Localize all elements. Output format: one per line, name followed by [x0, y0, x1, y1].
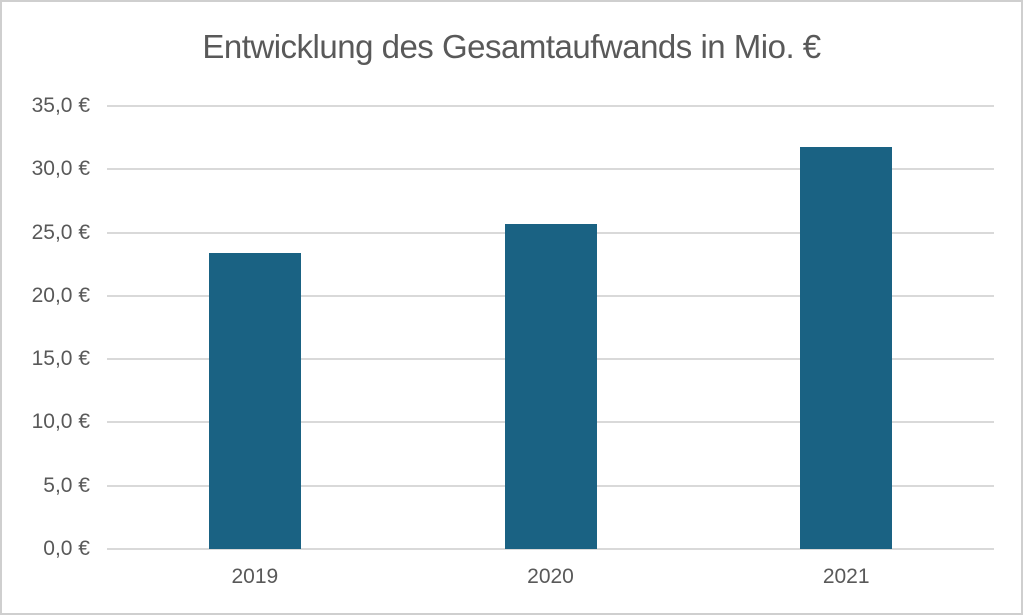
y-tick-label: 25,0 € [31, 221, 90, 244]
bar-series [107, 106, 994, 549]
x-tick-label-2019: 2019 [231, 565, 279, 588]
bar-slot-2020 [403, 106, 699, 549]
y-tick-label: 20,0 € [31, 284, 90, 307]
gridline [107, 105, 994, 107]
gridline [107, 168, 994, 170]
x-tick-label-2020: 2020 [527, 565, 574, 588]
gridline [107, 548, 994, 550]
y-tick-label: 10,0 € [31, 410, 90, 433]
bar-2020 [504, 223, 597, 549]
plot-area: 35,0 € 30,0 € 25,0 € 20,0 € 15,0 € 10,0 € 5,0 … [32, 94, 994, 588]
bar-2019 [208, 252, 301, 549]
bar-2021 [800, 146, 893, 549]
bar-slot-2021 [698, 106, 994, 549]
y-tick-label: 0,0 € [43, 537, 90, 560]
y-tick-label: 30,0 € [31, 157, 90, 180]
y-tick-label: 5,0 € [43, 474, 90, 497]
y-tick-label: 35,0 € [31, 94, 90, 117]
x-axis-labels: 2019 2020 2021 [107, 565, 994, 589]
bar-slot-2019 [107, 106, 403, 549]
y-tick-label: 15,0 € [31, 347, 90, 370]
x-tick-label-2021: 2021 [822, 565, 870, 588]
chart-title: Entwicklung des Gesamtaufwands in Mio. € [202, 28, 821, 65]
